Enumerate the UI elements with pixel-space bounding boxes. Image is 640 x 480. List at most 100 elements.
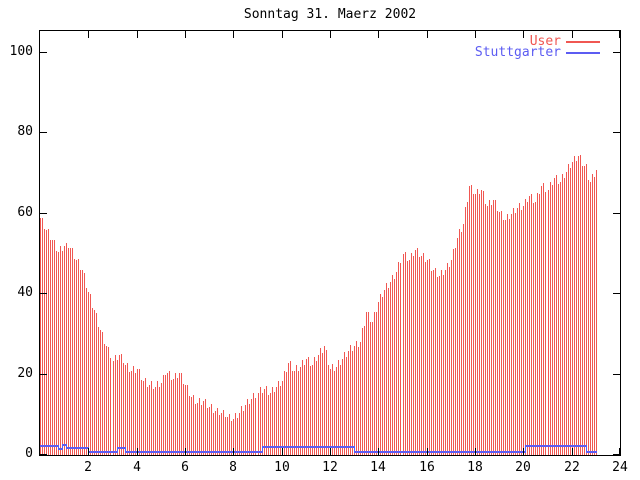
impulse-bar [306,359,307,455]
impulse-bar [42,218,43,455]
impulse-bar [161,383,162,455]
impulse-bar [102,332,103,455]
impulse-bar [586,164,587,455]
step-line-segment [66,447,88,449]
impulse-bar [278,381,279,455]
impulse-bar [407,261,408,455]
impulse-bar [435,268,436,455]
step-line-join [58,445,59,450]
user-bars-layer [40,31,620,455]
impulse-bar [449,267,450,455]
x-tick-label: 20 [515,460,531,475]
impulse-bar [316,361,317,455]
impulse-bar [545,192,546,455]
step-line-segment [40,445,58,447]
impulse-bar [398,262,399,455]
impulse-bar [205,399,206,455]
impulse-bar [322,353,323,455]
impulse-bar [189,396,190,455]
impulse-bar [489,200,490,455]
impulse-bar [157,381,158,455]
impulse-bar [296,365,297,455]
step-line-join [117,447,118,453]
impulse-bar [290,361,291,455]
impulse-bar [360,342,361,455]
impulse-bar [133,366,134,455]
impulse-bar [358,347,359,455]
impulse-bar [199,398,200,455]
impulse-bar [467,202,468,455]
x-axis-tick [427,448,428,455]
step-line-segment [525,445,586,447]
step-line-join [66,444,67,449]
x-axis-tick [475,448,476,455]
y-tick-label: 20 [17,366,33,381]
x-tick-label: 10 [274,460,290,475]
impulse-bar [495,200,496,455]
impulse-bar [195,404,196,455]
impulse-bar [570,168,571,455]
impulse-bar [141,380,142,455]
impulse-bar [368,312,369,455]
impulse-bar [459,229,460,455]
impulse-bar [457,238,458,455]
impulse-bar [491,205,492,455]
impulse-bar [535,202,536,455]
impulse-bar [366,312,367,455]
impulse-bar [427,260,428,455]
impulse-bar [239,413,240,455]
chart-title: Sonntag 31. Maerz 2002 [243,7,417,22]
impulse-bar [181,373,182,455]
impulse-bar [552,185,553,455]
impulse-bar [523,206,524,455]
impulse-bar [560,182,561,455]
x-axis-tick-top [137,31,138,38]
impulse-bar [594,177,595,455]
step-line-segment [354,451,525,453]
x-tick-label: 8 [229,460,237,475]
impulse-bar [143,381,144,455]
x-tick-label: 18 [467,460,483,475]
x-axis-tick-top [378,31,379,38]
impulse-bar [286,372,287,455]
impulse-bar [237,418,238,455]
step-line-segment [262,446,354,448]
impulse-bar [471,185,472,455]
impulse-bar [229,414,230,455]
impulse-bar [147,387,148,455]
impulse-bar [251,399,252,455]
x-axis-tick [523,448,524,455]
x-tick-label: 22 [564,460,580,475]
impulse-bar [529,196,530,455]
y-axis-tick-right [613,293,620,294]
y-tick-label: 60 [17,205,33,220]
impulse-bar [403,254,404,455]
impulse-bar [82,270,83,455]
impulse-bar [543,183,544,455]
impulse-bar [465,207,466,455]
impulse-bar [320,348,321,455]
impulse-bar [191,397,192,455]
impulse-bar [165,375,166,455]
impulse-bar [509,219,510,455]
legend-line-sample-user [566,40,600,43]
step-line-segment [117,447,125,449]
impulse-bar [487,206,488,455]
impulse-bar [356,341,357,455]
impulse-bar [304,365,305,455]
impulse-bar [566,172,567,455]
impulse-bar [533,203,534,455]
y-axis-tick-right [613,132,620,133]
impulse-bar [519,203,520,455]
impulse-bar [314,357,315,455]
impulse-bar [550,182,551,455]
step-line-segment [58,448,62,450]
impulse-bar [117,360,118,455]
x-axis-tick-top [233,31,234,38]
impulse-bar [145,378,146,455]
impulse-bar [108,347,109,455]
impulse-bar [554,178,555,455]
impulse-bar [451,260,452,455]
x-axis-tick [378,448,379,455]
step-line-join [354,446,355,453]
